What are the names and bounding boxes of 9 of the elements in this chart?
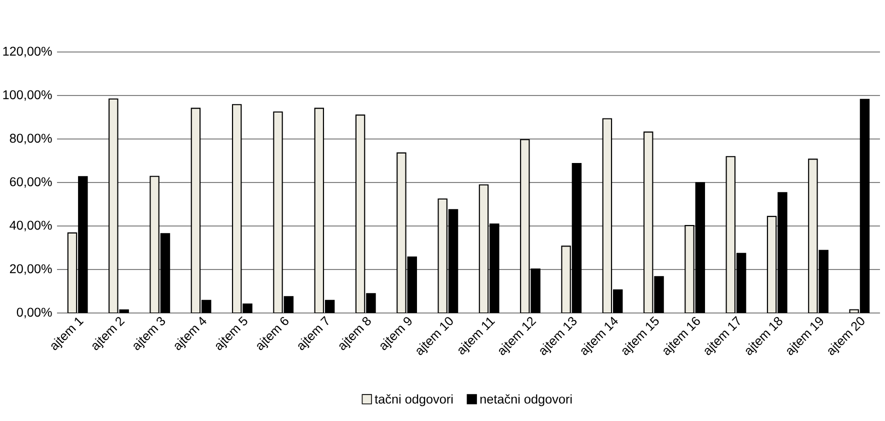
y-tick-label: 20,00%	[10, 264, 52, 275]
y-tick-label: 100,00%	[3, 90, 52, 101]
y-tick-label: 120,00%	[3, 46, 52, 58]
y-tick-label: 80,00%	[10, 134, 52, 144]
legend-label: tačni odgovori	[374, 394, 453, 406]
y-tick-label: 40,00%	[10, 220, 52, 232]
y-tick-label: 60,00%	[10, 177, 52, 188]
legend-label: netačni odgovori	[480, 394, 572, 406]
y-tick-label: 0,00%	[16, 308, 52, 318]
